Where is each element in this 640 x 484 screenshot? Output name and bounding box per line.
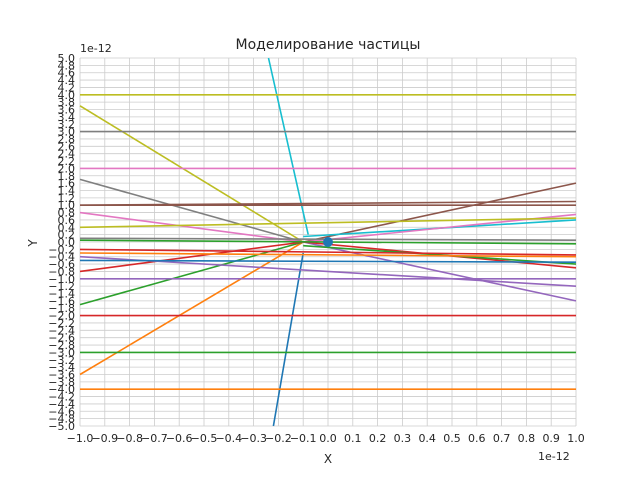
y-tick-label: 1.8 xyxy=(58,170,76,183)
x-tick-label: −0.5 xyxy=(191,432,218,445)
y-offset-label: 1e-12 xyxy=(80,42,112,55)
particle-marker xyxy=(323,237,333,247)
y-tick-label: −0.4 xyxy=(48,251,75,264)
y-tick-label: −3.8 xyxy=(48,376,75,389)
y-tick-label: 3.0 xyxy=(58,126,76,139)
x-tick-label: 0.9 xyxy=(542,432,560,445)
trajectory-line xyxy=(79,178,304,243)
y-tick-label: 0.6 xyxy=(58,214,76,227)
y-tick-label: 4.8 xyxy=(58,59,76,72)
y-tick-label: 0.4 xyxy=(58,221,76,234)
y-tick-label: 0.2 xyxy=(58,229,76,242)
x-tick-label: −0.2 xyxy=(265,432,292,445)
y-tick-label: 5.0 xyxy=(58,52,76,65)
x-tick-label: 0.5 xyxy=(443,432,461,445)
y-tick-label: −2.8 xyxy=(48,339,75,352)
y-tick-label: −0.2 xyxy=(48,243,75,256)
y-tick-label: −2.2 xyxy=(48,317,75,330)
y-tick-label: 2.8 xyxy=(58,133,76,146)
x-tick-label: 0.3 xyxy=(394,432,412,445)
y-tick-label: 4.0 xyxy=(58,89,76,102)
y-tick-label: 3.4 xyxy=(58,111,76,124)
y-axis-label: Y xyxy=(26,239,40,248)
trajectory-line xyxy=(272,252,304,427)
y-tick-label: 1.4 xyxy=(58,184,76,197)
trajectory-line xyxy=(303,182,577,243)
x-tick-label: −0.1 xyxy=(290,432,317,445)
y-tick-label: 0.0 xyxy=(58,236,76,249)
trajectory-line xyxy=(79,211,304,243)
y-tick-label: −2.4 xyxy=(48,324,75,337)
y-tick-label: −1.2 xyxy=(48,280,75,293)
y-tick-label: −4.0 xyxy=(48,383,75,396)
y-tick-label: 3.2 xyxy=(58,118,76,131)
y-tick-label: 4.6 xyxy=(58,67,76,80)
trajectory-line xyxy=(79,259,577,264)
trajectory-line xyxy=(79,255,577,287)
trajectory-line xyxy=(79,241,304,306)
y-tick-label: 2.4 xyxy=(58,148,76,161)
y-tick-label: 2.6 xyxy=(58,140,76,153)
y-tick-label: −1.4 xyxy=(48,288,75,301)
y-tick-label: −5.0 xyxy=(48,420,75,433)
y-tick-label: 1.6 xyxy=(58,177,76,190)
x-tick-label: −0.8 xyxy=(116,432,143,445)
x-tick-label: 0.2 xyxy=(369,432,387,445)
y-tick-label: −3.2 xyxy=(48,354,75,367)
x-tick-label: 0.6 xyxy=(468,432,486,445)
x-tick-label: −0.4 xyxy=(215,432,242,445)
x-tick-label: 0.4 xyxy=(418,432,436,445)
y-tick-label: 1.0 xyxy=(58,199,76,212)
y-tick-label: −0.6 xyxy=(48,258,75,271)
y-tick-label: −3.6 xyxy=(48,368,75,381)
x-offset-label: 1e-12 xyxy=(538,450,570,463)
y-tick-label: −4.8 xyxy=(48,413,75,426)
y-tick-label: −1.0 xyxy=(48,273,75,286)
trajectory-line xyxy=(79,105,304,243)
y-tick-label: 2.2 xyxy=(58,155,76,168)
x-tick-label: −0.6 xyxy=(166,432,193,445)
chart-title: Моделирование частицы xyxy=(236,37,421,53)
x-tick-label: −0.7 xyxy=(141,432,168,445)
trajectory-line xyxy=(79,217,577,229)
x-tick-label: 0.7 xyxy=(493,432,511,445)
y-tick-label: −4.4 xyxy=(48,398,75,411)
y-tick-label: −4.6 xyxy=(48,405,75,418)
y-tick-label: −3.0 xyxy=(48,346,75,359)
trajectory-line xyxy=(79,252,577,258)
y-tick-label: −1.6 xyxy=(48,295,75,308)
x-tick-label: −0.3 xyxy=(240,432,267,445)
trajectory-line xyxy=(79,241,304,273)
x-tick-label: −1.0 xyxy=(67,432,94,445)
y-tick-label: −3.4 xyxy=(48,361,75,374)
y-tick-label: 3.8 xyxy=(58,96,76,109)
y-tick-label: 0.8 xyxy=(58,207,76,220)
y-tick-label: 2.0 xyxy=(58,162,76,175)
x-axis-label: X xyxy=(324,452,332,466)
y-ticks: −5.0−4.8−4.6−4.4−4.2−4.0−3.8−3.6−3.4−3.2… xyxy=(48,52,75,433)
y-tick-label: −2.0 xyxy=(48,310,75,323)
y-tick-label: −1.8 xyxy=(48,302,75,315)
x-tick-label: 1.0 xyxy=(567,432,585,445)
marker-layer xyxy=(323,237,333,247)
y-tick-label: 4.4 xyxy=(58,74,76,87)
x-tick-label: 0.8 xyxy=(518,432,536,445)
x-tick-label: −0.9 xyxy=(91,432,118,445)
y-tick-label: 3.6 xyxy=(58,104,76,117)
series-layer xyxy=(79,57,577,427)
y-tick-label: −4.2 xyxy=(48,391,75,404)
y-tick-label: 4.2 xyxy=(58,81,76,94)
trajectory-line xyxy=(79,248,577,256)
x-tick-label: 0.0 xyxy=(319,432,337,445)
x-tick-label: 0.1 xyxy=(344,432,362,445)
y-tick-label: −2.6 xyxy=(48,332,75,345)
y-tick-label: −0.8 xyxy=(48,265,75,278)
y-tick-label: 1.2 xyxy=(58,192,76,205)
x-ticks: −1.0−0.9−0.8−0.7−0.6−0.5−0.4−0.3−0.2−0.1… xyxy=(67,432,585,445)
